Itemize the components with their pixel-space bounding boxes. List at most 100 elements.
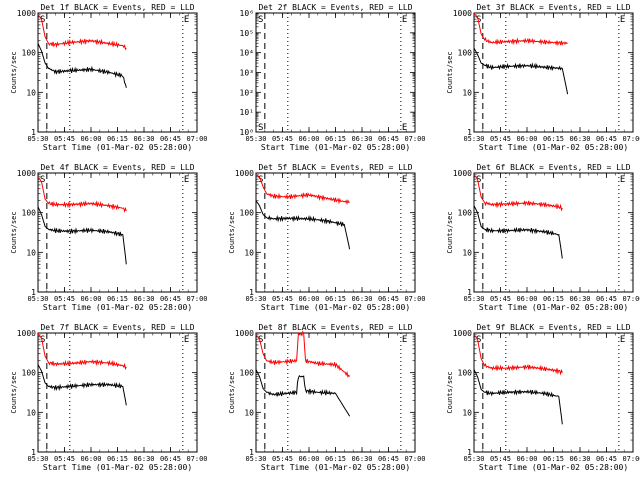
x-tick-label: 06:00 (80, 295, 101, 303)
plot-frame (473, 172, 634, 293)
events-series-line (37, 206, 127, 265)
chart-title: Det 5f BLACK = Events, RED = LLD (258, 163, 412, 172)
x-tick-label: 06:30 (569, 135, 590, 143)
chart-title: Det 7f BLACK = Events, RED = LLD (40, 323, 194, 332)
x-tick-label: 05:45 (54, 455, 75, 463)
x-tick-label: 05:30 (463, 135, 484, 143)
y-tick-label: 1000 (453, 169, 472, 178)
plot-frame (37, 332, 198, 453)
x-tick-label: 06:30 (133, 455, 154, 463)
x-axis-label: Start Time (01-Mar-02 05:28:00) (261, 143, 410, 152)
y-tick-label: 1 (31, 448, 36, 457)
y-tick-label: 100 (22, 369, 37, 378)
start-marker-label: S (40, 175, 45, 185)
y-tick-label: 100 (22, 209, 37, 218)
x-tick-label: 06:45 (596, 295, 617, 303)
x-tick-label: 06:45 (596, 455, 617, 463)
y-tick-label: 1000 (17, 329, 36, 338)
chart-panel-6: Det 6f BLACK = Events, RED = LLD 1 10 100 10… (446, 163, 640, 312)
x-tick-label: 06:00 (298, 135, 319, 143)
events-series-line (473, 47, 569, 95)
x-tick-label: 06:45 (160, 295, 181, 303)
y-tick-label: 10 (244, 248, 254, 257)
lld-series-line (473, 174, 563, 212)
y-tick-label: 100 (458, 49, 473, 58)
y-tick-label: 10² (240, 88, 254, 97)
lld-series-line (255, 330, 351, 378)
y-tick-label: 10⁵ (240, 29, 254, 38)
chart-title: Det 1f BLACK = Events, RED = LLD (40, 3, 194, 12)
x-axis-label: Start Time (01-Mar-02 05:28:00) (479, 463, 628, 472)
y-tick-label: 100 (240, 369, 255, 378)
x-tick-label: 06:30 (133, 295, 154, 303)
x-tick-label: 07:00 (622, 135, 640, 143)
chart-panel-5: Det 5f BLACK = Events, RED = LLD 1 10 100 10… (228, 163, 426, 312)
x-tick-label: 06:30 (133, 135, 154, 143)
lld-series-line (37, 176, 127, 213)
start-marker-label: S (476, 175, 481, 185)
x-tick-label: 05:45 (54, 135, 75, 143)
x-tick-label: 06:15 (543, 295, 564, 303)
lld-series-line (473, 13, 568, 47)
y-axis-label: Counts/sec (446, 371, 454, 413)
chart-title: Det 6f BLACK = Events, RED = LLD (476, 163, 630, 172)
y-tick-label: 1000 (453, 9, 472, 18)
x-tick-label: 06:45 (596, 135, 617, 143)
end-marker-label: E (402, 175, 407, 185)
y-axis-label: Counts/sec (10, 211, 18, 253)
start-marker-label: S (476, 335, 481, 345)
y-axis-label: Counts/sec (446, 211, 454, 253)
x-axis-label: Start Time (01-Mar-02 05:28:00) (43, 463, 192, 472)
events-series-line (473, 205, 563, 259)
x-tick-label: 06:15 (107, 295, 128, 303)
x-tick-label: 06:30 (351, 295, 372, 303)
x-axis-label: Start Time (01-Mar-02 05:28:00) (479, 143, 628, 152)
x-tick-label: 06:15 (107, 135, 128, 143)
x-tick-label: 07:00 (186, 135, 207, 143)
chart-panel-7: Det 7f BLACK = Events, RED = LLD 1 10 100 10… (10, 323, 208, 472)
x-axis-label: Start Time (01-Mar-02 05:28:00) (43, 303, 192, 312)
x-tick-label: 05:45 (272, 295, 293, 303)
end-marker-label-bottom: E (402, 123, 407, 133)
lld-series-line (255, 174, 350, 206)
y-axis-label: Counts/sec (10, 371, 18, 413)
x-axis-label: Start Time (01-Mar-02 05:28:00) (261, 463, 410, 472)
y-tick-label: 100 (22, 49, 37, 58)
y-tick-label: 10 (244, 408, 254, 417)
chart-panel-1: Det 1f BLACK = Events, RED = LLD 1 10 100 10… (10, 3, 208, 152)
x-tick-label: 05:30 (27, 455, 48, 463)
x-axis-label: Start Time (01-Mar-02 05:28:00) (479, 303, 628, 312)
x-tick-label: 06:15 (325, 135, 346, 143)
chart-title: Det 8f BLACK = Events, RED = LLD (258, 323, 412, 332)
events-series-line (37, 364, 127, 406)
x-tick-label: 05:30 (27, 135, 48, 143)
start-marker-label: S (476, 15, 481, 25)
x-tick-label: 06:30 (351, 455, 372, 463)
x-tick-label: 06:00 (516, 455, 537, 463)
end-marker-label: E (620, 175, 625, 185)
y-tick-label: 10 (462, 248, 472, 257)
x-tick-label: 05:30 (27, 295, 48, 303)
chart-panel-9: Det 9f BLACK = Events, RED = LLD 1 10 100 10… (446, 323, 640, 472)
y-tick-label: 10⁶ (240, 9, 254, 18)
x-tick-label: 05:30 (245, 135, 266, 143)
end-marker-label: E (402, 15, 407, 25)
x-tick-label: 06:00 (516, 295, 537, 303)
x-tick-label: 06:15 (543, 135, 564, 143)
x-tick-label: 06:15 (107, 455, 128, 463)
y-axis-label: Counts/sec (228, 211, 236, 253)
y-tick-label: 10¹ (240, 108, 254, 117)
y-tick-label: 1 (31, 288, 36, 297)
x-tick-label: 06:00 (80, 455, 101, 463)
y-tick-label: 10 (26, 248, 36, 257)
y-tick-label: 1 (249, 288, 254, 297)
chart-panel-2: Det 2f BLACK = Events, RED = LLD 10⁰ 10¹ 10… (240, 3, 426, 152)
x-tick-label: 05:45 (490, 295, 511, 303)
chart-panel-8: Det 8f BLACK = Events, RED = LLD 1 10 100 10… (228, 323, 426, 472)
events-series-line (255, 200, 351, 250)
y-tick-label: 10⁴ (240, 49, 254, 58)
chart-title: Det 9f BLACK = Events, RED = LLD (476, 323, 630, 332)
x-tick-label: 06:45 (378, 295, 399, 303)
x-tick-label: 06:15 (325, 295, 346, 303)
y-tick-label: 100 (458, 369, 473, 378)
